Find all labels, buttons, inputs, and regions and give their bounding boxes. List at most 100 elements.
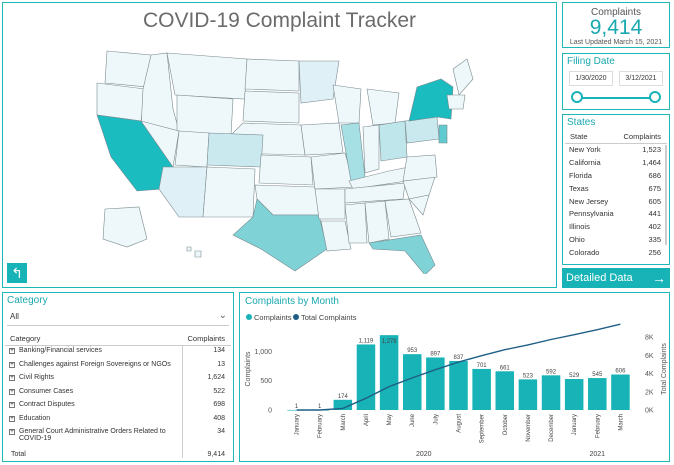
state-virginia[interactable] — [402, 154, 438, 182]
category-total-row: Total 9,414 — [11, 451, 225, 458]
col-category[interactable]: Category — [10, 334, 41, 343]
state-new-york[interactable] — [408, 78, 454, 122]
category-name: Challenges against Foreign Sovereigns or… — [19, 360, 171, 368]
state-iowa[interactable] — [300, 122, 344, 156]
bar-value-label: 1,278 — [382, 339, 398, 345]
y2-tick-label: 0K — [645, 408, 654, 415]
table-row[interactable]: Pennsylvania 441 — [563, 208, 669, 221]
bar — [356, 344, 376, 410]
y2-tick-label: 4K — [645, 371, 654, 378]
state-north-dakota[interactable] — [244, 58, 300, 92]
state-louisiana[interactable] — [320, 220, 352, 252]
state-ohio[interactable] — [378, 120, 408, 162]
states-scrollbar[interactable] — [665, 145, 667, 245]
state-washington[interactable] — [104, 50, 152, 88]
state-kansas[interactable] — [258, 154, 314, 186]
date-slider-track[interactable] — [575, 97, 657, 99]
state-arizona[interactable] — [158, 166, 208, 218]
complaints-kpi: Complaints 9,414 Last Updated March 15, … — [562, 2, 670, 48]
expand-icon[interactable]: + — [9, 402, 15, 408]
state-name: Pennsylvania — [569, 209, 614, 219]
expand-icon[interactable]: + — [9, 415, 15, 422]
states-table: States State Complaints New York 1,523 Ca… — [562, 114, 670, 265]
table-row[interactable]: + Civil Rights 1,624 — [3, 373, 233, 387]
bar-value-label: 661 — [500, 365, 511, 371]
table-row[interactable]: + Education 408 — [3, 414, 233, 428]
category-name: Consumer Cases — [19, 387, 74, 395]
state-minnesota[interactable] — [298, 60, 340, 104]
state-hawaii[interactable] — [186, 246, 202, 258]
bar — [564, 379, 584, 410]
table-row[interactable]: + Consumer Cases 522 — [3, 387, 233, 401]
table-row[interactable]: + General Court Administrative Orders Rel… — [3, 427, 233, 443]
state-colorado[interactable] — [206, 132, 264, 168]
table-row[interactable]: Florida 686 — [563, 170, 669, 183]
date-slider-end-handle[interactable] — [649, 91, 661, 103]
state-name: California — [569, 157, 601, 167]
state-mississippi[interactable] — [344, 202, 368, 244]
chart-line — [296, 323, 621, 411]
table-row[interactable]: Colorado 256 — [563, 247, 669, 260]
state-montana[interactable] — [166, 52, 248, 100]
state-indiana[interactable] — [362, 124, 380, 174]
state-south-carolina[interactable] — [408, 194, 430, 216]
state-wisconsin[interactable] — [332, 84, 362, 124]
chart-legend: Complaints Total Complaints — [246, 313, 357, 322]
expand-icon[interactable]: + — [9, 361, 15, 368]
back-button[interactable]: ↰ — [7, 263, 27, 283]
table-row[interactable]: Ohio 335 — [563, 234, 669, 247]
expand-icon[interactable]: + — [9, 388, 15, 395]
table-row[interactable]: Illinois 402 — [563, 221, 669, 234]
category-name: Banking/Financial services — [19, 347, 102, 354]
table-row[interactable]: Texas 675 — [563, 183, 669, 196]
detailed-data-button[interactable]: Detailed Data → — [562, 268, 670, 288]
category-dropdown[interactable]: All ⌄ — [7, 310, 229, 326]
year-label-2021: 2021 — [590, 451, 606, 458]
table-row[interactable]: New Jersey 605 — [563, 196, 669, 209]
state-florida[interactable] — [368, 234, 436, 274]
state-tennessee[interactable] — [344, 182, 406, 204]
col-complaints[interactable]: Complaints — [623, 132, 661, 141]
category-count: 134 — [213, 347, 225, 354]
start-date-input[interactable]: 1/30/2020 — [569, 71, 613, 86]
state-massachusetts[interactable] — [446, 94, 466, 110]
end-date-input[interactable]: 3/12/2021 — [619, 71, 663, 86]
state-texas[interactable] — [232, 198, 328, 272]
total-label: Total — [11, 451, 26, 458]
expand-icon[interactable]: + — [9, 348, 15, 354]
bar-value-label: 1,119 — [359, 338, 374, 344]
state-georgia[interactable] — [384, 198, 422, 238]
expand-icon[interactable]: + — [9, 429, 15, 435]
bar-value-label: 953 — [407, 348, 418, 354]
state-nevada[interactable] — [140, 120, 180, 168]
state-new-mexico[interactable] — [202, 166, 256, 218]
state-name: New York — [569, 145, 601, 154]
table-row[interactable]: California 1,464 — [563, 157, 669, 170]
col-state[interactable]: State — [570, 132, 588, 141]
state-utah[interactable] — [174, 130, 210, 168]
x-tick-label: March — [618, 414, 624, 431]
table-row[interactable]: + Challenges against Foreign Sovereigns o… — [3, 360, 233, 374]
table-row[interactable]: + Banking/Financial services 134 — [3, 346, 233, 360]
x-tick-label: April — [364, 414, 370, 426]
state-michigan[interactable] — [366, 88, 400, 126]
bar — [541, 375, 561, 410]
date-slider-start-handle[interactable] — [571, 91, 583, 103]
table-row[interactable]: + Contract Disputes 698 — [3, 400, 233, 414]
state-name: Colorado — [569, 248, 600, 258]
table-row[interactable]: New York 1,523 — [563, 144, 669, 157]
state-oregon[interactable] — [96, 82, 146, 122]
state-wyoming[interactable] — [176, 94, 234, 136]
state-count: 1,523 — [642, 145, 661, 154]
state-south-dakota[interactable] — [242, 90, 300, 124]
state-arkansas[interactable] — [314, 188, 346, 220]
category-name: Civil Rights — [19, 374, 55, 381]
state-alabama[interactable] — [364, 200, 390, 244]
us-map[interactable] — [83, 39, 483, 274]
state-maine[interactable] — [452, 58, 474, 96]
category-selected: All — [10, 312, 19, 321]
state-alaska[interactable] — [102, 206, 148, 248]
col-complaints[interactable]: Complaints — [187, 334, 225, 343]
expand-icon[interactable]: + — [9, 375, 15, 381]
state-new-jersey[interactable] — [438, 124, 448, 144]
